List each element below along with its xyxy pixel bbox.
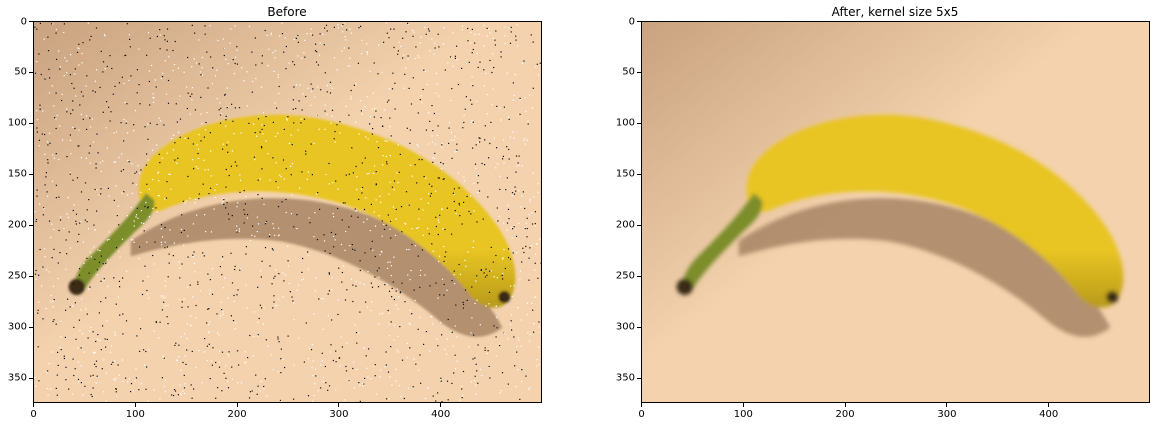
x-tick [641,403,642,407]
y-tick-label: 150 [615,168,635,180]
x-tick [742,403,744,407]
x-tick [338,403,340,407]
y-tick [637,275,641,277]
y-tick-label: 150 [7,168,27,180]
y-tick-label: 250 [615,270,635,282]
banana-tip [1106,290,1119,304]
x-tick-label: 300 [329,409,349,420]
y-tick-label: 100 [7,117,27,129]
y-tick [637,224,641,226]
stem-tip [68,278,85,296]
x-tick [134,403,136,407]
image-axes [641,21,1150,403]
banana-stem [72,193,155,289]
banana-body [746,114,1124,308]
banana-photo [34,22,541,402]
panel-title: After, kernel size 5x5 [831,5,959,19]
x-tick [1048,403,1050,407]
x-tick-label: 100 [125,409,145,420]
y-tick [29,224,33,226]
y-tick-label: 100 [615,117,635,129]
y-tick [637,326,641,328]
x-tick-label: 200 [835,409,855,420]
x-tick [946,403,948,407]
x-tick-label: 300 [937,409,957,420]
y-tick-label: 350 [615,372,635,384]
banana-shadow [130,198,503,337]
y-tick [29,326,33,328]
y-tick [29,122,33,124]
y-tick [637,122,641,124]
y-tick [29,21,33,22]
y-tick-label: 50 [622,66,635,78]
y-tick [29,173,33,175]
y-tick [637,377,641,379]
x-tick [236,403,238,407]
banana-stem [680,193,763,289]
x-tick-label: 400 [431,409,451,420]
x-tick-label: 200 [227,409,247,420]
y-tick-label: 350 [7,372,27,384]
x-tick-label: 100 [733,409,753,420]
y-tick-label: 50 [14,66,27,78]
y-tick-label: 200 [7,219,27,231]
banana-body [138,114,516,308]
x-tick [440,403,442,407]
y-tick-label: 300 [7,321,27,333]
y-tick [29,71,33,73]
y-tick-label: 200 [615,219,635,231]
y-tick-label: 250 [7,270,27,282]
banana-photo [642,22,1149,402]
x-tick-label: 400 [1039,409,1059,420]
y-tick-label: 300 [615,321,635,333]
y-tick [637,21,641,22]
stem-tip [676,278,693,296]
panel-title: Before [267,5,307,19]
banana-tip [498,290,511,304]
x-tick-label: 0 [30,409,37,420]
x-tick [844,403,846,407]
y-tick-label: 0 [20,16,27,27]
x-tick-label: 0 [638,409,645,420]
y-tick [637,173,641,175]
x-tick [33,403,34,407]
y-tick [29,377,33,379]
y-tick-label: 0 [628,16,635,27]
noise-overlay [34,22,541,402]
y-tick [29,275,33,277]
image-axes [33,21,542,403]
y-tick [637,71,641,73]
banana-shadow [738,198,1111,337]
